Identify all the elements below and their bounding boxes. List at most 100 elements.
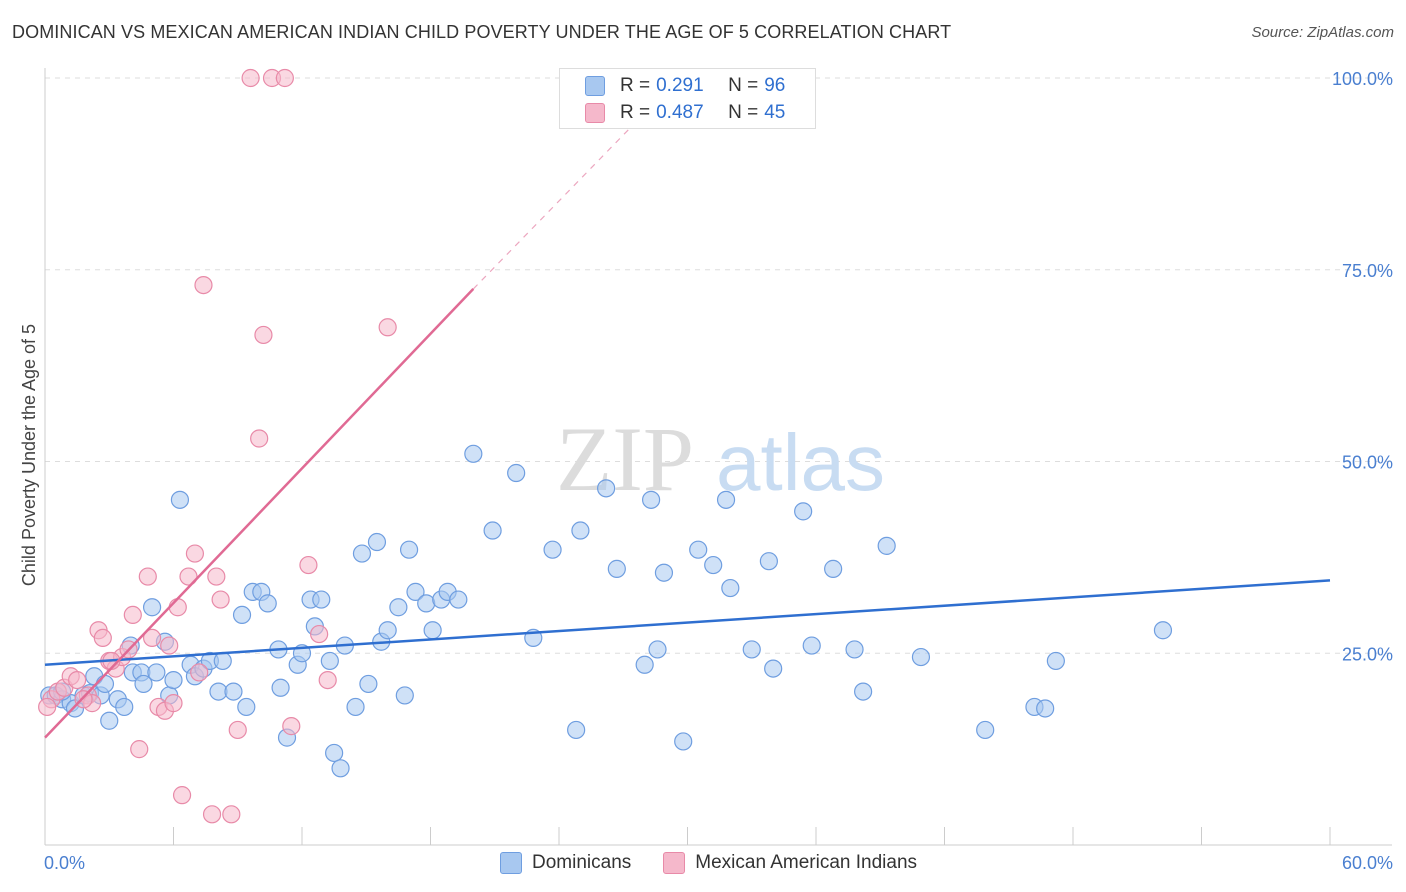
mexican-american-indian-point <box>38 697 57 717</box>
y-tick-label: 100.0% <box>1332 69 1393 89</box>
dominican-point <box>312 590 331 609</box>
dominican-point <box>164 670 183 690</box>
dominican-point <box>213 651 232 671</box>
y-axis-label: Child Poverty Under the Age of 5 <box>19 324 39 586</box>
dominican-point <box>378 621 397 640</box>
dominican-point <box>543 540 562 559</box>
dominican-point <box>100 711 119 730</box>
mexican-american-indian-point <box>123 605 142 625</box>
legend-n-label: N = <box>728 102 759 123</box>
dominican-point <box>764 659 783 678</box>
mexican-american-indian-point <box>254 325 273 345</box>
dominican-point <box>635 655 654 674</box>
dominican-point <box>721 578 740 598</box>
dominican-point <box>258 594 277 613</box>
dominican-point <box>399 540 419 559</box>
mexican-american-indian-point <box>211 590 230 609</box>
mexican-american-indian-point <box>378 318 397 337</box>
mexican-american-indian-point <box>179 567 198 586</box>
mexican-american-indian-point <box>222 805 241 824</box>
mexican-american-indian-point <box>194 275 213 295</box>
dominican-point <box>271 678 290 697</box>
dominican-point <box>95 674 115 694</box>
legend-item-dominicans: Dominicans <box>500 852 631 874</box>
dominican-point <box>147 663 166 682</box>
dominican-point <box>674 732 693 751</box>
pink-swatch-icon <box>663 852 686 874</box>
x-tick-label: 0.0% <box>44 853 85 873</box>
y-tick-label: 25.0% <box>1342 644 1393 664</box>
watermark: ZIP atlas <box>556 408 885 510</box>
mexican-american-indian-point <box>190 663 209 682</box>
dominican-point <box>507 463 526 483</box>
legend-label-dominicans: Dominicans <box>532 852 632 873</box>
legend-r-label: R = <box>620 75 651 96</box>
mexican-american-indian-point <box>142 628 162 648</box>
dominican-point <box>648 640 667 659</box>
mexican-american-indian-point <box>164 694 183 713</box>
trend-layer <box>44 123 1331 739</box>
dominican-point <box>802 636 821 655</box>
dominican-point <box>641 490 661 509</box>
dominican-point <box>1036 699 1055 718</box>
dominican-point <box>1046 651 1065 671</box>
legend-r-value: 0.487 <box>656 102 704 123</box>
mexican-american-indian-point <box>310 624 329 644</box>
dominican-point <box>689 540 708 559</box>
legend-label-mexican-american-indians: Mexican American Indians <box>695 852 918 873</box>
dominican-point <box>142 598 162 617</box>
dominican-point <box>170 490 190 509</box>
dominican-point <box>1153 621 1173 640</box>
chart-title: DOMINICAN VS MEXICAN AMERICAN INDIAN CHI… <box>12 22 952 42</box>
dominican-point <box>352 544 372 563</box>
dominican-point <box>417 594 436 613</box>
mexican-american-indian-point <box>318 670 337 690</box>
watermark-zip: ZIP <box>556 408 694 510</box>
dominican-point <box>237 697 256 717</box>
mexican-american-indian-point <box>138 567 157 586</box>
mexican-american-indian-point <box>185 544 205 563</box>
dominican-point <box>704 555 723 575</box>
dominican-point <box>395 686 414 705</box>
mexican-american-indian-point <box>68 670 87 690</box>
x-tick-label: 60.0% <box>1342 853 1393 873</box>
dominican-point <box>224 682 243 701</box>
dominican-point <box>794 502 813 521</box>
mexican-american-indian-point <box>228 720 247 740</box>
dominicans-trendline <box>44 579 1331 667</box>
mexican-american-indian-point <box>250 429 269 448</box>
dominican-point <box>911 647 931 667</box>
dominican-point <box>845 640 864 659</box>
axes-layer: 25.0% 50.0% 75.0% 100.0% 0.0% 60.0% <box>44 68 1393 873</box>
dominican-point <box>597 479 616 498</box>
dominican-point <box>976 720 995 740</box>
blue-swatch-icon <box>500 852 522 874</box>
mexican-american-indian-point <box>282 717 301 736</box>
y-tick-label: 50.0% <box>1342 453 1393 473</box>
dominican-point <box>854 682 873 701</box>
legend-n-label: N = <box>728 75 759 96</box>
mexican-american-indians-trendline <box>44 288 475 739</box>
dominican-point <box>115 697 134 717</box>
dominican-point <box>134 674 153 694</box>
dominican-point <box>346 697 365 717</box>
legend-r-label: R = <box>620 102 651 123</box>
dominican-point <box>824 559 843 578</box>
series-legend: Dominicans Mexican American Indians <box>500 851 949 875</box>
dominican-point <box>367 532 387 552</box>
dominican-point <box>389 598 408 617</box>
watermark-atlas: atlas <box>716 418 885 507</box>
dominican-point <box>567 720 586 740</box>
dominican-point <box>320 651 339 671</box>
pink-swatch-icon <box>585 103 605 123</box>
mexican-american-indian-point <box>93 628 112 648</box>
mexican-american-indian-point <box>275 68 294 88</box>
dominican-point <box>464 444 483 463</box>
legend-n-value: 45 <box>764 102 786 123</box>
mexican-american-indian-point <box>241 68 260 88</box>
legend-item-mexican-american-indians: Mexican American Indians <box>663 852 917 874</box>
dominican-point <box>406 582 425 601</box>
legend-n-value: 96 <box>764 75 786 96</box>
mexican-american-indian-point <box>130 740 149 759</box>
